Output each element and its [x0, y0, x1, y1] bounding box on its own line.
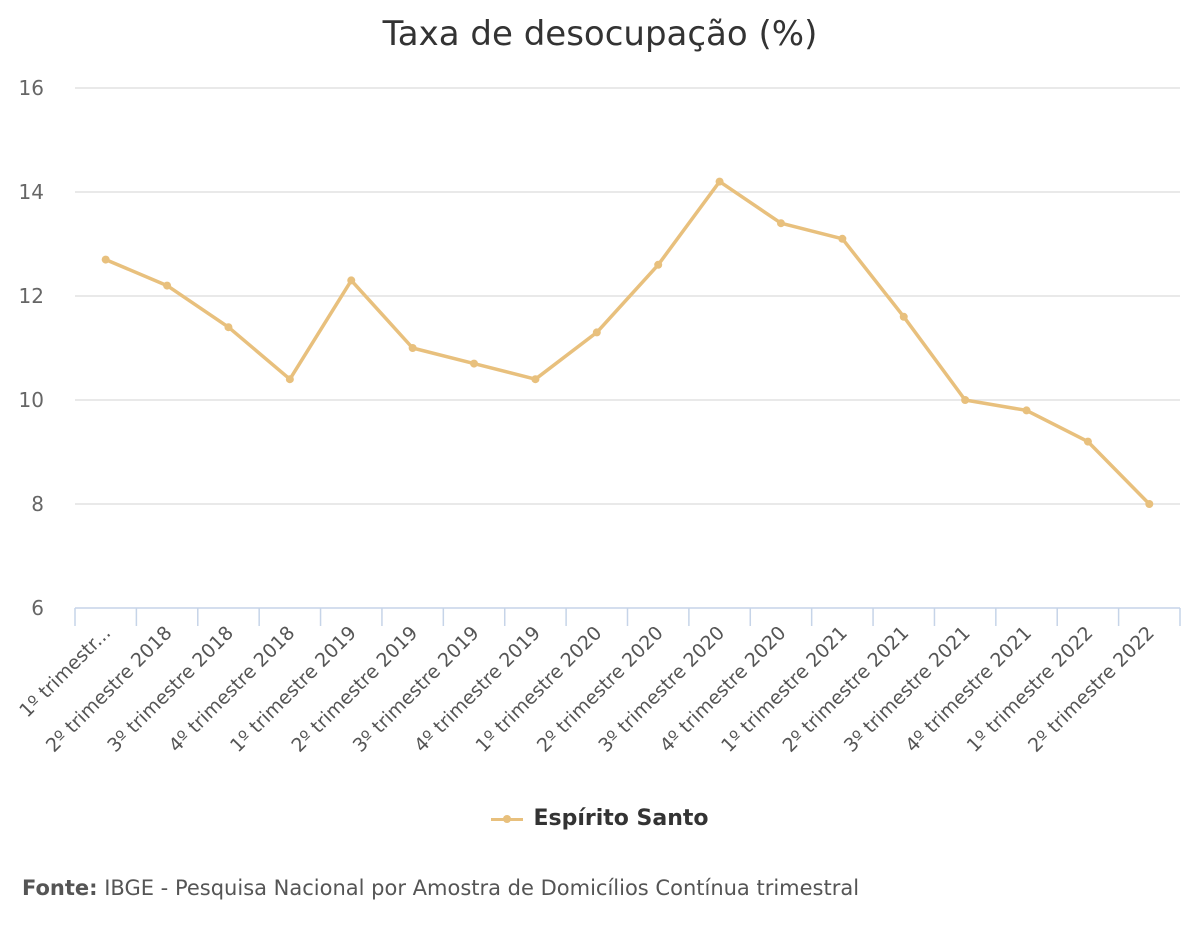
y-tick-label: 16 [19, 76, 44, 100]
data-point [224, 323, 233, 332]
y-tick-label: 6 [31, 596, 44, 620]
data-point [531, 375, 540, 384]
y-tick-label: 14 [19, 180, 44, 204]
data-point [1145, 500, 1154, 508]
legend-label: Espírito Santo [533, 806, 709, 831]
legend[interactable]: Espírito Santo [0, 806, 1200, 832]
y-axis-ticks: 6 8 10 12 14 16 [19, 76, 44, 620]
data-point [101, 255, 110, 264]
y-tick-label: 8 [31, 492, 44, 516]
data-point [470, 359, 479, 368]
x-axis [74, 607, 1181, 626]
data-point [347, 276, 356, 285]
data-point [163, 281, 172, 290]
data-point [961, 396, 970, 404]
source-note: Fonte: IBGE - Pesquisa Nacional por Amos… [22, 876, 859, 900]
data-point [654, 260, 663, 269]
data-point [285, 375, 294, 384]
series-layer [101, 177, 1154, 508]
data-point [715, 177, 724, 186]
source-label: Fonte: [22, 876, 98, 900]
data-point [776, 219, 785, 228]
data-point [408, 344, 417, 352]
source-text: IBGE - Pesquisa Nacional por Amostra de … [97, 876, 860, 900]
y-tick-label: 12 [19, 284, 44, 308]
data-point [899, 312, 908, 321]
chart-area: 6 8 10 12 14 16 1º trimestr...2º trimestre 20… [15, 76, 1181, 757]
y-tick-label: 10 [19, 388, 44, 412]
data-point [1022, 406, 1031, 415]
data-point [838, 234, 847, 243]
legend-symbol-icon [491, 812, 524, 826]
chart-title: Taxa de desocupação (%) [382, 14, 818, 54]
data-point [1083, 437, 1092, 446]
data-point [592, 328, 601, 337]
series-line-espirito-santo [103, 179, 1152, 506]
